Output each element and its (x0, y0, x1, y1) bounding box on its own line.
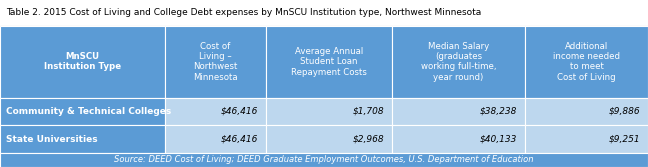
Bar (266, 26, 392, 98)
Bar (392, 98, 525, 125)
Text: $1,708: $1,708 (353, 107, 384, 116)
Text: Table 2. 2015 Cost of Living and College Debt expenses by MnSCU Institution type: Table 2. 2015 Cost of Living and College… (6, 9, 481, 17)
Bar (266, 125, 392, 153)
Text: Median Salary
(graduates
working full-time,
year round): Median Salary (graduates working full-ti… (421, 42, 496, 82)
Bar (0, 26, 648, 167)
Text: $40,133: $40,133 (480, 135, 517, 143)
Bar (525, 125, 648, 153)
Bar (525, 98, 648, 125)
Text: $9,886: $9,886 (608, 107, 640, 116)
Bar (392, 125, 525, 153)
Text: MnSCU
Institution Type: MnSCU Institution Type (44, 52, 121, 71)
Bar (0, 125, 165, 153)
Bar (392, 26, 525, 98)
Text: $46,416: $46,416 (220, 135, 258, 143)
Bar (525, 26, 648, 98)
Text: Additional
income needed
to meet
Cost of Living: Additional income needed to meet Cost of… (553, 42, 620, 82)
Text: Community & Technical Colleges: Community & Technical Colleges (6, 107, 172, 116)
Text: Average Annual
Student Loan
Repayment Costs: Average Annual Student Loan Repayment Co… (291, 47, 367, 77)
Bar (0, 0, 648, 26)
Bar (165, 26, 266, 98)
Bar (0, 98, 165, 125)
Text: Source: DEED Cost of Living; DEED Graduate Employment Outcomes, U.S. Department : Source: DEED Cost of Living; DEED Gradua… (114, 155, 534, 164)
Text: $46,416: $46,416 (220, 107, 258, 116)
Text: $2,968: $2,968 (353, 135, 384, 143)
Bar (266, 98, 392, 125)
Bar (0, 26, 165, 98)
Bar (165, 125, 266, 153)
Text: $9,251: $9,251 (608, 135, 640, 143)
Bar (165, 98, 266, 125)
Bar (0, 153, 648, 167)
Text: Cost of
Living –
Northwest
Minnesota: Cost of Living – Northwest Minnesota (193, 42, 238, 82)
Text: State Universities: State Universities (6, 135, 98, 143)
Text: $38,238: $38,238 (480, 107, 517, 116)
